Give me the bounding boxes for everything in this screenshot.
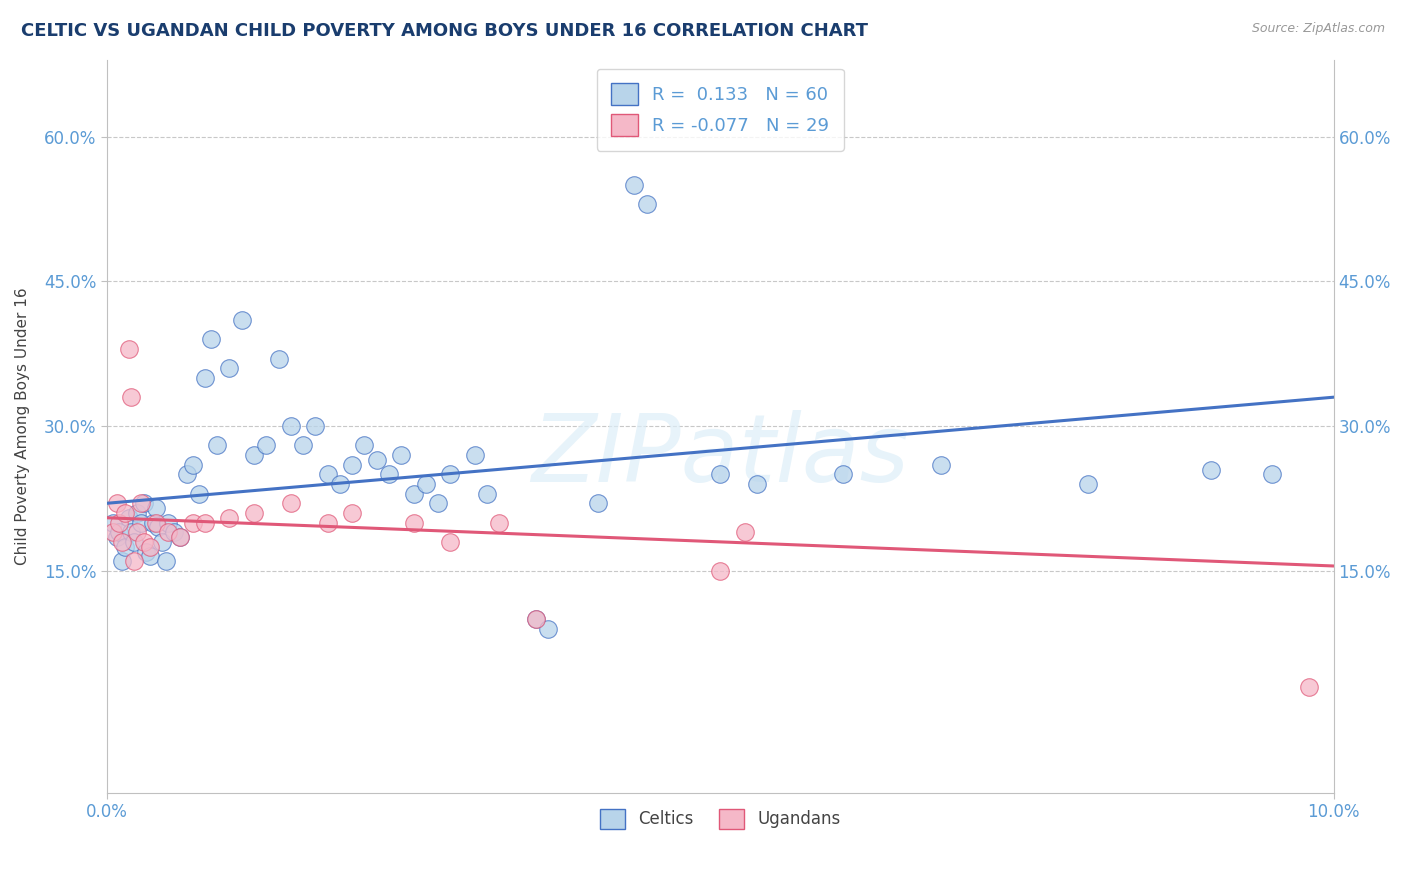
Point (734, 525, 756, 540)
Point (439, 534, 461, 549)
Point (181, 516, 204, 530)
Point (122, 534, 145, 549)
Point (488, 516, 510, 530)
Point (132, 496, 155, 510)
Point (176, 467, 198, 482)
Point (636, 197, 658, 211)
Point (929, 458, 952, 472)
Point (218, 361, 240, 376)
Point (157, 516, 180, 530)
Point (709, 564, 731, 578)
Point (267, 351, 290, 366)
Point (118, 510, 141, 524)
Point (353, 438, 375, 452)
Point (108, 516, 131, 530)
Point (101, 525, 124, 540)
Point (135, 544, 157, 558)
Point (623, 178, 645, 192)
Point (243, 506, 266, 520)
Point (389, 448, 412, 462)
Point (243, 448, 266, 462)
Point (145, 501, 167, 516)
Point (1077, 477, 1099, 491)
Point (402, 486, 425, 500)
Point (329, 477, 352, 491)
Point (105, 530, 128, 544)
Point (280, 496, 302, 510)
Point (316, 516, 339, 530)
Point (340, 506, 363, 520)
Point (366, 453, 388, 467)
Point (114, 540, 136, 554)
Point (145, 516, 167, 530)
Point (200, 332, 222, 346)
Point (110, 534, 132, 549)
Point (415, 477, 437, 491)
Point (163, 525, 186, 540)
Point (129, 516, 152, 530)
Point (118, 342, 141, 356)
Point (218, 510, 240, 524)
Point (122, 554, 145, 568)
Point (150, 534, 173, 549)
Point (586, 496, 609, 510)
Point (254, 438, 277, 452)
Point (129, 496, 152, 510)
Point (537, 622, 560, 636)
Point (402, 516, 425, 530)
Point (205, 438, 228, 452)
Point (187, 486, 209, 500)
Point (120, 525, 142, 540)
Point (194, 516, 217, 530)
Point (427, 496, 450, 510)
Point (524, 612, 547, 626)
Point (464, 448, 486, 462)
Point (439, 467, 461, 482)
Text: ZIPatlas: ZIPatlas (531, 410, 910, 501)
Point (181, 458, 204, 472)
Point (114, 506, 136, 520)
Point (101, 516, 124, 530)
Point (127, 506, 149, 520)
Y-axis label: Child Poverty Among Boys Under 16: Child Poverty Among Boys Under 16 (15, 287, 30, 565)
Point (1199, 462, 1222, 476)
Point (832, 467, 855, 482)
Point (316, 467, 339, 482)
Text: Source: ZipAtlas.com: Source: ZipAtlas.com (1251, 22, 1385, 36)
Point (304, 419, 326, 434)
Text: CELTIC VS UGANDAN CHILD POVERTY AMONG BOYS UNDER 16 CORRELATION CHART: CELTIC VS UGANDAN CHILD POVERTY AMONG BO… (21, 22, 868, 40)
Point (194, 371, 217, 385)
Point (142, 516, 165, 530)
Point (148, 520, 170, 534)
Point (378, 467, 401, 482)
Point (110, 554, 132, 568)
Point (709, 467, 731, 482)
Point (139, 549, 162, 564)
Point (1261, 467, 1284, 482)
Point (169, 530, 191, 544)
Point (139, 540, 162, 554)
Point (155, 554, 177, 568)
Point (127, 525, 149, 540)
Point (524, 612, 547, 626)
Point (292, 438, 315, 452)
Point (280, 419, 302, 434)
Point (475, 486, 498, 500)
Point (157, 525, 180, 540)
Point (340, 458, 363, 472)
Point (169, 530, 191, 544)
Point (231, 313, 253, 327)
Point (120, 390, 142, 404)
Point (108, 525, 131, 540)
Point (1298, 680, 1320, 694)
Point (105, 496, 128, 510)
Point (132, 534, 155, 549)
Legend: Celtics, Ugandans: Celtics, Ugandans (593, 802, 846, 836)
Point (745, 477, 768, 491)
